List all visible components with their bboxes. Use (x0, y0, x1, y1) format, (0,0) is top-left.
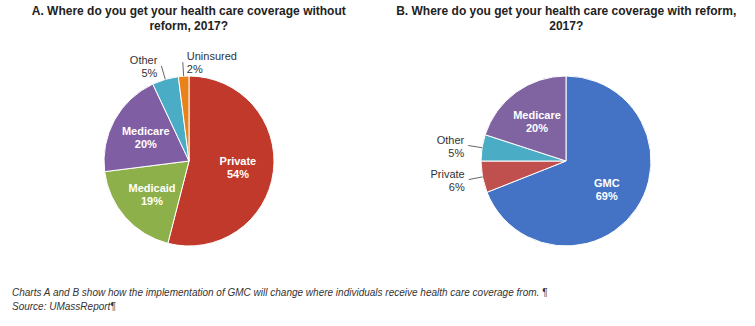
html-text:Charts A and B show how the im: Charts A and B show how the implementati… (12, 287, 548, 298)
svg-text:Uninsured2%: Uninsured2% (187, 50, 237, 75)
svg-text:Medicare20%: Medicare20% (513, 109, 561, 134)
svg-text:Other5%: Other5% (437, 134, 465, 159)
svg-text:Medicaid19%: Medicaid19% (128, 182, 175, 207)
svg-text:Private6%: Private6% (431, 168, 465, 193)
html-text:B. Where do you get your healt: B. Where do you get your health care cov… (396, 4, 737, 33)
svg-text:Other5%: Other5% (130, 54, 158, 79)
html-text:A. Where do you get your healt: A. Where do you get your health care cov… (31, 4, 346, 33)
svg-text:GMC69%: GMC69% (594, 177, 620, 202)
html-text:Source: UMassReport¶: Source: UMassReport¶ (12, 301, 116, 312)
svg-text:Medicare20%: Medicare20% (122, 125, 170, 150)
svg-text:Private54%: Private54% (219, 155, 256, 180)
